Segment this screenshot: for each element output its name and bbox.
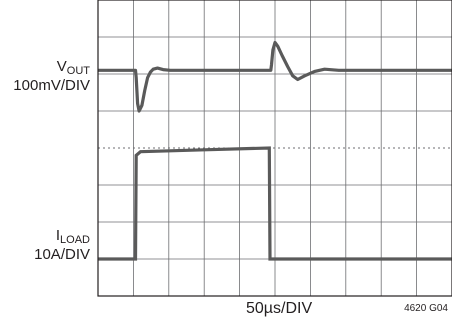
- iload-scale-label: 10A/DIV: [34, 246, 90, 263]
- figure-id-label: 4620 G04: [404, 303, 448, 314]
- iload-trace: [98, 146, 452, 261]
- trace-layer: [98, 40, 452, 261]
- plot-frame: [97, 0, 452, 297]
- timebase-label: 50µs/DIV: [246, 300, 313, 317]
- iload-channel-name: ILOAD: [55, 227, 90, 246]
- vout-scale-label: 100mV/DIV: [13, 77, 90, 94]
- vout-trace: [98, 40, 452, 113]
- graticule-grid: [98, 0, 452, 296]
- vout-channel-name: VOUT: [56, 58, 90, 77]
